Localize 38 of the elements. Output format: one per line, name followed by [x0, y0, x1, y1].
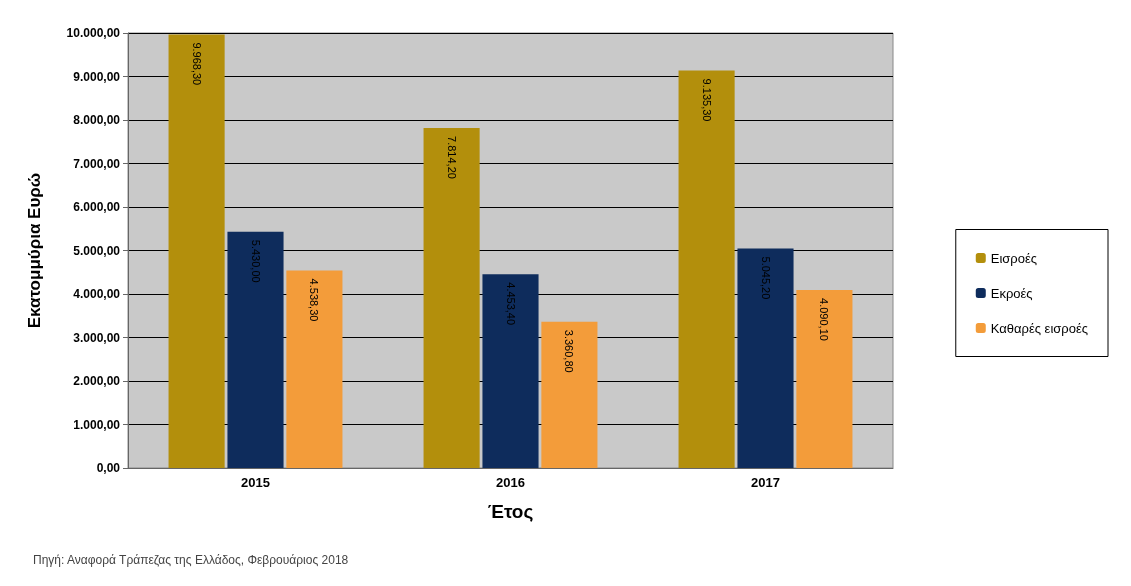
- data-label: 9.135,30: [700, 78, 713, 122]
- bar: [737, 248, 794, 468]
- legend-label: Καθαρές εισροές: [990, 320, 1088, 336]
- data-label: 4.453,40: [504, 282, 517, 326]
- data-label: 4.090,10: [818, 298, 831, 341]
- y-tick-label: 6.000,00: [73, 200, 121, 214]
- y-tick-label: 2.000,00: [73, 374, 121, 388]
- bar: [482, 274, 539, 468]
- data-label: 3.360,80: [563, 329, 576, 373]
- x-tick-label: 2016: [496, 475, 525, 490]
- y-tick-label: 10.000,00: [66, 26, 121, 40]
- bar: [168, 34, 225, 468]
- y-tick-label: 4.000,00: [73, 287, 121, 301]
- x-tick-label: 2017: [751, 475, 780, 490]
- bar: [541, 321, 598, 468]
- x-axis-title: Έτος: [487, 501, 534, 522]
- data-label: 4.538,30: [308, 278, 321, 322]
- y-tick-label: 8.000,00: [73, 113, 121, 127]
- y-tick-label: 1.000,00: [73, 417, 121, 432]
- y-tick-label: 0,00: [96, 461, 121, 475]
- legend-label: Εισροές: [990, 250, 1038, 266]
- data-label: 9.968,30: [190, 42, 203, 86]
- bar: [796, 290, 853, 468]
- text: Πηγή: Αναφορά Τράπεζας της Ελλάδος, Φεβρουάριος 2018: [33, 553, 349, 567]
- bar: [286, 270, 343, 468]
- legend-label: Εκροές: [990, 285, 1033, 301]
- y-axis-title: Εκατομμύρια Ευρώ: [25, 172, 44, 329]
- data-label: 5.045,20: [759, 256, 772, 300]
- data-label: 7.814,20: [445, 136, 458, 179]
- y-tick-label: 5.000,00: [73, 243, 121, 258]
- bar: [423, 128, 480, 468]
- x-tick-label: 2015: [241, 475, 270, 490]
- bar: [227, 231, 284, 468]
- y-tick-label: 3.000,00: [73, 330, 121, 345]
- bar: [678, 70, 735, 468]
- data-label: 5.430,00: [249, 239, 262, 283]
- y-tick-label: 9.000,00: [73, 69, 121, 84]
- y-tick-label: 7.000,00: [73, 156, 121, 171]
